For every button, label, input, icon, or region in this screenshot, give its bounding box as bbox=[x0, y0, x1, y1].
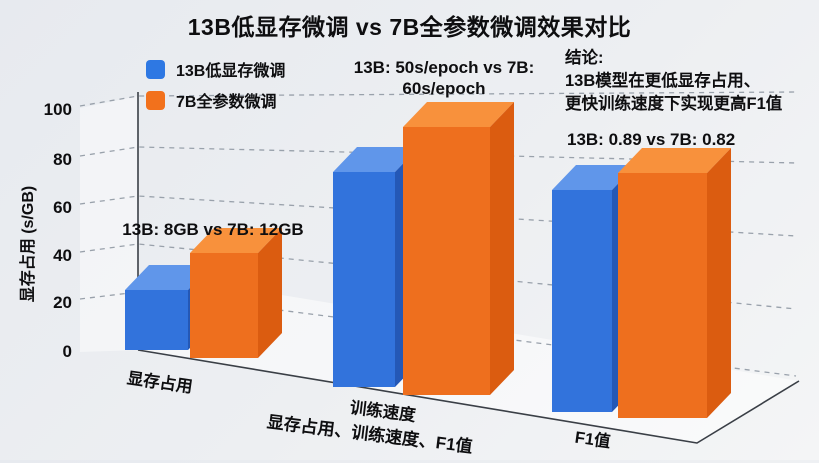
bars bbox=[125, 102, 731, 418]
bar-训练速度-13B低显存微调-top bbox=[333, 147, 419, 172]
y-tick-0: 0 bbox=[62, 342, 72, 361]
bar-F1值-7B全参数微调-side bbox=[707, 148, 731, 418]
annotation-conclusion-line1: 13B模型在更低显存占用、 bbox=[565, 72, 761, 90]
bar-F1值-13B低显存微调-top bbox=[552, 165, 636, 190]
y-tick-60: 60 bbox=[53, 198, 72, 217]
floor-edge bbox=[137, 349, 800, 444]
annotation-speed-line2: 60s/epoch bbox=[402, 79, 486, 98]
legend: 13B低显存微调 7B全参数微调 bbox=[146, 57, 285, 112]
bar-显存占用-7B全参数微调-front bbox=[190, 253, 258, 358]
bar-显存占用-13B低显存微调-front bbox=[125, 290, 188, 350]
legend-swatch-blue bbox=[146, 59, 165, 79]
bar-训练速度-7B全参数微调-top bbox=[403, 102, 514, 127]
chart-side-wall bbox=[80, 96, 138, 352]
annotation-f1: 13B: 0.89 vs 7B: 0.82 bbox=[567, 130, 736, 149]
y-tick-40: 40 bbox=[53, 246, 72, 265]
annotation-conclusion: 结论: 13B模型在更低显存占用、 更快训练速度下实现更高F1值 bbox=[565, 47, 817, 116]
bar-显存占用-7B全参数微调-side bbox=[258, 228, 282, 358]
bar-显存占用-7B全参数微调-top bbox=[190, 228, 282, 253]
annotation-memory: 13B: 8GB vs 7B: 12GB bbox=[122, 220, 304, 239]
legend-swatch-orange bbox=[146, 90, 165, 110]
y-tick-80: 80 bbox=[53, 150, 72, 169]
y-tick-20: 20 bbox=[53, 293, 72, 312]
annotation-speed: 13B: 50s/epoch vs 7B: 60s/epoch bbox=[329, 57, 559, 99]
legend-label-13b: 13B低显存微调 bbox=[176, 63, 286, 80]
legend-item-13b: 13B低显存微调 bbox=[146, 57, 285, 81]
bar-训练速度-7B全参数微调-front bbox=[403, 127, 490, 395]
bar-F1值-13B低显存微调-front bbox=[552, 190, 612, 412]
chart-title: 13B低显存微调 vs 7B全参数微调效果对比 bbox=[187, 14, 632, 40]
annotation-conclusion-line2: 更快训练速度下实现更高F1值 bbox=[565, 95, 783, 113]
legend-label-7b: 7B全参数微调 bbox=[176, 94, 277, 111]
bar-F1值-7B全参数微调-front bbox=[618, 173, 707, 418]
y-tick-100: 100 bbox=[43, 100, 72, 119]
legend-item-7b: 7B全参数微调 bbox=[146, 88, 285, 112]
y-axis-label: 显存占用 (s/GB) bbox=[20, 185, 37, 303]
bar-训练速度-7B全参数微调-side bbox=[490, 102, 514, 395]
annotation-speed-line1: 13B: 50s/epoch vs 7B: bbox=[353, 58, 535, 77]
bar-F1值-7B全参数微调-top bbox=[618, 148, 731, 173]
bar-训练速度-13B低显存微调-front bbox=[333, 172, 395, 387]
annotation-conclusion-title: 结论: bbox=[565, 49, 604, 67]
